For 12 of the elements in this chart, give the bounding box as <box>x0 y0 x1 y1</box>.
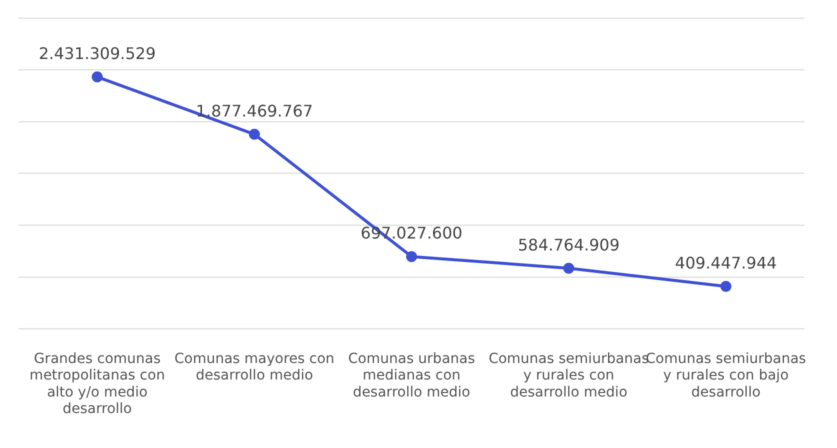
x-tick-label: Comunas mayores con desarrollo medio <box>174 350 334 384</box>
data-label: 1.877.469.767 <box>196 101 313 120</box>
point <box>406 251 418 262</box>
point <box>563 262 574 274</box>
x-tick-label: Grandes comunas metropolitanas con alto y/o medio desarrollo <box>30 350 165 418</box>
point <box>92 71 103 82</box>
point <box>248 128 260 140</box>
x-tick-label: Comunas urbanas medianas con desarrollo medio <box>348 350 476 400</box>
data-label: 409.447.944 <box>675 254 777 273</box>
data-label: 584.764.909 <box>518 235 620 254</box>
data-label: 2.431.309.529 <box>38 44 156 64</box>
point <box>720 280 732 292</box>
